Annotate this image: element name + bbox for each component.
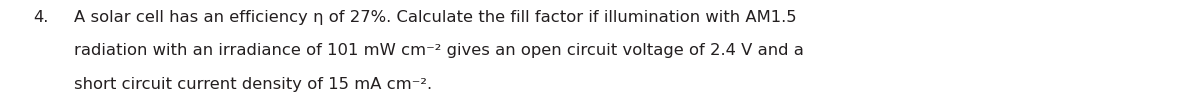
Text: A solar cell has an efficiency η of 27%. Calculate the fill factor if illuminati: A solar cell has an efficiency η of 27%.…	[74, 10, 797, 25]
Text: 4.: 4.	[34, 10, 49, 25]
Text: radiation with an irradiance of 101 mW cm⁻² gives an open circuit voltage of 2.4: radiation with an irradiance of 101 mW c…	[74, 43, 804, 59]
Text: short circuit current density of 15 mA cm⁻².: short circuit current density of 15 mA c…	[74, 77, 432, 92]
